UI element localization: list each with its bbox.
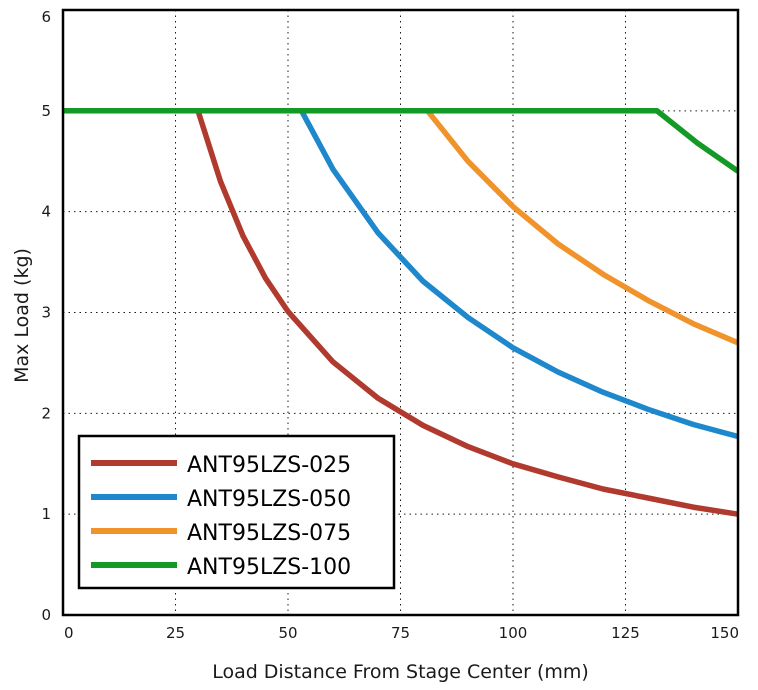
y-tick-label: 6: [41, 8, 51, 26]
x-tick-label: 125: [611, 624, 640, 642]
y-tick-label: 5: [41, 102, 51, 120]
series-line-ant95lzs-100: [63, 111, 738, 172]
x-tick-label: 25: [166, 624, 185, 642]
y-tick-label: 0: [41, 606, 51, 624]
x-tick-label: 100: [499, 624, 528, 642]
x-tick-label: 0: [64, 624, 74, 642]
x-tick-label: 75: [391, 624, 410, 642]
x-axis-ticks: 0 25 50 75 100 125 150: [64, 624, 739, 642]
y-tick-label: 2: [41, 404, 51, 422]
y-tick-label: 4: [41, 203, 51, 221]
legend: ANT95LZS-025 ANT95LZS-050 ANT95LZS-075 ANT9…: [79, 436, 394, 588]
legend-label: ANT95LZS-100: [187, 555, 351, 580]
legend-label: ANT95LZS-075: [187, 521, 351, 546]
y-axis-label: Max Load (kg): [11, 248, 33, 383]
legend-label: ANT95LZS-050: [187, 487, 351, 512]
legend-label: ANT95LZS-025: [187, 453, 351, 478]
x-tick-label: 150: [710, 624, 739, 642]
x-tick-label: 50: [278, 624, 297, 642]
y-axis-ticks: 0 1 2 3 4 5 6: [41, 8, 51, 624]
x-axis-label: Load Distance From Stage Center (mm): [212, 661, 589, 683]
y-tick-label: 3: [41, 304, 51, 322]
y-tick-label: 1: [41, 505, 51, 523]
